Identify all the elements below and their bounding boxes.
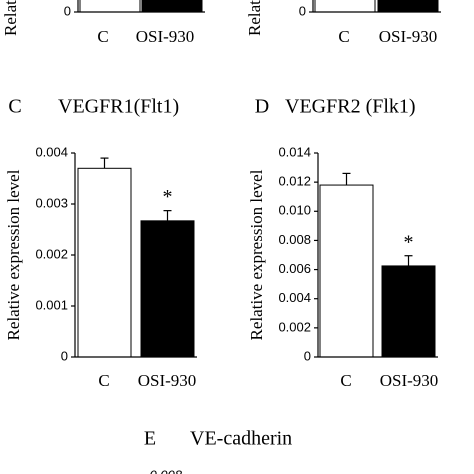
panel-title: VEGFR2 (Flk1) [285, 96, 416, 118]
y-tick-label: 0.004 [278, 290, 311, 305]
y-tick-label: 0.008 [149, 467, 182, 474]
y-tick-label: 0.008 [278, 232, 311, 247]
bar [77, 167, 132, 358]
bar [79, 0, 141, 13]
y-axis-label: Relative expression level [4, 169, 23, 340]
x-tick-label: OSI-930 [138, 371, 197, 390]
panel-letter: E [144, 428, 156, 450]
y-tick-label: 0.001 [35, 297, 68, 312]
y-tick-label: 0.014 [278, 144, 311, 159]
bar [319, 184, 374, 358]
y-tick-label: 0.003 [35, 195, 68, 210]
panel: Relative expression level C OSI-930 0 [1, 0, 205, 46]
y-tick-label: 0.010 [278, 203, 311, 218]
y-tick-label: 0.012 [278, 174, 311, 189]
panel: E VE-cadherin 0.008 [144, 428, 292, 474]
x-tick-label: C [97, 27, 108, 46]
y-tick-label: 0.006 [278, 261, 311, 276]
bar [141, 0, 203, 13]
panel-letter: C [8, 96, 21, 118]
x-tick-label: OSI-930 [379, 27, 438, 46]
y-tick-label: 0.002 [278, 319, 311, 334]
y-tick-label: 0.002 [35, 246, 68, 261]
y-tick-label: 0 [299, 3, 306, 18]
bar [381, 265, 436, 358]
y-tick-label: 0.004 [35, 144, 68, 159]
y-axis-label: Relative expression level [1, 0, 20, 36]
significance-mark: * [163, 186, 173, 208]
x-tick-label: C [338, 27, 349, 46]
x-tick-label: C [98, 371, 109, 390]
bar [377, 0, 439, 13]
panel-title: VE-cadherin [190, 428, 292, 450]
bar [314, 0, 376, 13]
y-tick-label: 0 [61, 348, 68, 363]
significance-mark: * [404, 231, 414, 253]
y-tick-label: 0 [304, 348, 311, 363]
panel: C VEGFR1(Flt1) Relative expression level C *… [4, 96, 197, 390]
y-axis-label: Relative expression level [245, 0, 264, 36]
y-tick-label: 0 [64, 3, 71, 18]
x-tick-label: OSI-930 [136, 27, 195, 46]
panel: Relative expression level C OSI-930 0 [245, 0, 441, 46]
bar [140, 220, 195, 358]
x-tick-label: C [340, 371, 351, 390]
y-axis-label: Relative expression level [247, 169, 266, 340]
x-tick-label: OSI-930 [380, 371, 439, 390]
panel-title: VEGFR1(Flt1) [58, 96, 179, 118]
panel-letter: D [255, 96, 269, 118]
panel: D VEGFR2 (Flk1) Relative expression level C… [247, 96, 438, 390]
